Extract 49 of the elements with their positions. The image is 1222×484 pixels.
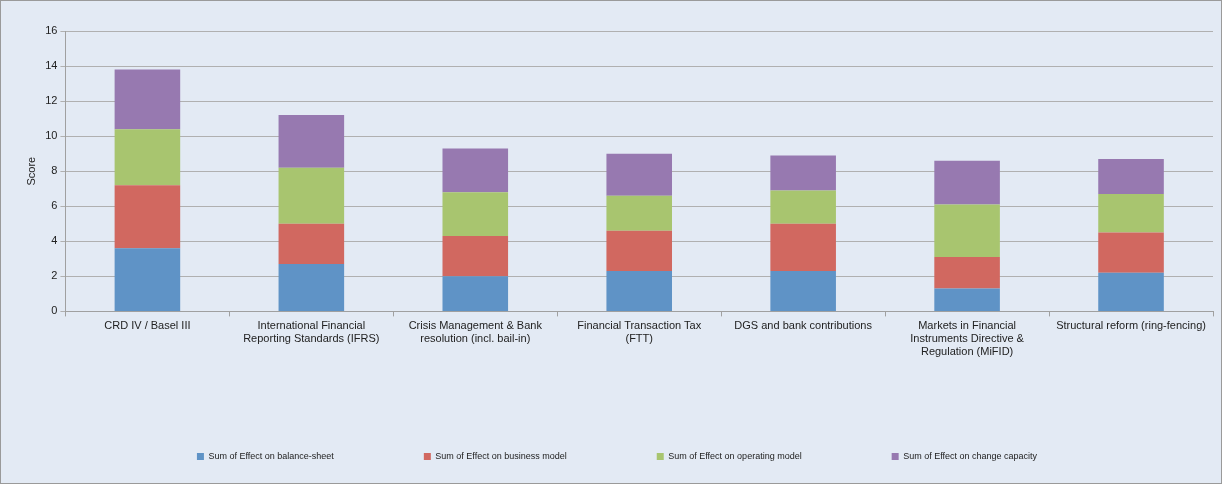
bar	[278, 264, 345, 311]
bar	[1098, 193, 1164, 233]
y-axis-title: Score	[24, 156, 37, 186]
bar	[770, 223, 836, 272]
bar	[770, 155, 836, 191]
bar	[770, 271, 836, 311]
y-tick-label: 14	[45, 59, 58, 72]
x-tick-label: Financial Transaction Tax (FTT)	[577, 319, 702, 345]
y-tick-label: 2	[51, 269, 58, 282]
bar	[934, 257, 1000, 289]
legend-label: Sum of Effect on business model	[435, 450, 567, 461]
bar	[114, 185, 181, 249]
bar	[278, 167, 345, 224]
x-tick-label: International Financial Reporting Standards (IFRS)	[243, 319, 380, 345]
bar	[1098, 158, 1164, 194]
y-tick-label: 8	[51, 164, 58, 177]
x-tick-label: DGS and bank contributions	[734, 319, 873, 332]
bar	[770, 190, 836, 224]
bar	[606, 195, 673, 231]
y-tick-label: 6	[51, 199, 58, 212]
bar	[1098, 272, 1164, 311]
bar	[934, 204, 1000, 258]
bar	[442, 276, 509, 311]
x-tick-label: CRD IV / Basel III	[104, 319, 191, 332]
bar	[442, 236, 509, 277]
bar	[278, 223, 345, 265]
bar	[278, 115, 345, 168]
legend-label: Sum of Effect on change capacity	[903, 450, 1038, 461]
y-tick-label: 10	[45, 129, 58, 142]
x-tick-label: Markets in Financial Instruments Directive & Regulation (MiFID)	[910, 319, 1025, 358]
legend-label: Sum of Effect on balance-sheet	[208, 450, 335, 461]
bar	[442, 148, 509, 193]
bar	[114, 129, 181, 186]
bar	[606, 230, 673, 272]
bar	[114, 69, 181, 130]
bar	[606, 153, 673, 196]
bar	[1098, 232, 1164, 273]
x-tick-label: Crisis Management & Bank resolution (incl. bail-in)	[408, 319, 543, 345]
y-tick-label: 16	[45, 24, 58, 37]
bar	[934, 288, 1000, 311]
y-tick-label: 0	[51, 304, 58, 317]
bar	[934, 160, 1000, 205]
bar	[114, 248, 181, 311]
y-tick-label: 4	[51, 234, 58, 247]
x-tick-label: Structural reform (ring-fencing)	[1056, 319, 1206, 332]
bar	[606, 271, 673, 311]
y-tick-label: 12	[45, 94, 58, 107]
bar	[442, 192, 509, 237]
legend-label: Sum of Effect on operating model	[668, 450, 802, 461]
